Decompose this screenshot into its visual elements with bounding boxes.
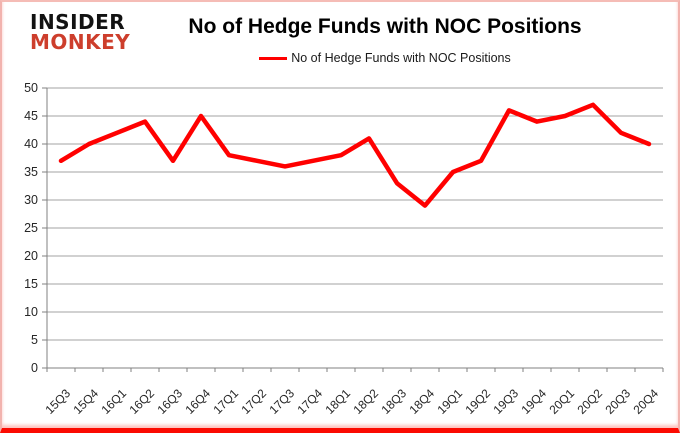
y-tick-label: 30 (24, 193, 38, 207)
x-tick-label: 20Q3 (602, 386, 633, 417)
x-tick-label: 17Q4 (294, 386, 325, 417)
x-tick-label: 18Q1 (322, 386, 353, 417)
x-tick-label: 19Q2 (462, 386, 493, 417)
x-tick-label: 20Q1 (546, 386, 577, 417)
x-tick-label: 19Q1 (434, 386, 465, 417)
y-tick-label: 5 (31, 333, 38, 347)
x-tick-label: 16Q2 (126, 386, 157, 417)
y-tick-label: 15 (24, 277, 38, 291)
x-tick-label: 16Q3 (154, 386, 185, 417)
x-tick-label: 20Q4 (630, 386, 661, 417)
y-tick-label: 25 (24, 221, 38, 235)
x-tick-label: 19Q4 (518, 386, 549, 417)
x-tick-label: 15Q3 (42, 386, 73, 417)
x-tick-label: 18Q4 (406, 386, 437, 417)
legend-label: No of Hedge Funds with NOC Positions (291, 51, 511, 65)
insider-monkey-logo: INSIDER MONKEY (30, 10, 131, 54)
logo-monkey-text: MONKEY (30, 29, 131, 54)
y-tick-label: 50 (24, 81, 38, 95)
y-tick-label: 35 (24, 165, 38, 179)
legend-line-swatch (259, 56, 288, 60)
chart-title: No of Hedge Funds with NOC Positions (188, 15, 582, 38)
y-tick-label: 40 (24, 137, 38, 151)
y-tick-label: 20 (24, 249, 38, 263)
data-line-series (58, 102, 652, 208)
x-tick-label: 16Q4 (182, 386, 213, 417)
chart-legend: No of Hedge Funds with NOC Positions (112, 51, 658, 65)
x-tick-label: 20Q2 (574, 386, 605, 417)
y-tick-label: 10 (24, 305, 38, 319)
chart-header: No of Hedge Funds with NOC Positions No … (112, 15, 658, 65)
x-tick-label: 17Q1 (210, 386, 241, 417)
y-tick-label: 45 (24, 109, 38, 123)
x-tick-label: 17Q2 (238, 386, 269, 417)
line-chart: 0 5 10 15 20 25 30 35 40 45 50 15Q315Q416Q116Q216Q3… (24, 81, 664, 417)
x-tick-label: 16Q1 (98, 386, 129, 417)
x-tick-label: 15Q4 (70, 386, 101, 417)
x-tick-label: 18Q2 (350, 386, 381, 417)
y-tick-label: 0 (31, 361, 38, 375)
x-tick-label: 19Q3 (490, 386, 521, 417)
x-tick-label: 18Q3 (378, 386, 409, 417)
logo-insider-text: INSIDER (30, 10, 126, 34)
x-tick-label: 17Q3 (266, 386, 297, 417)
